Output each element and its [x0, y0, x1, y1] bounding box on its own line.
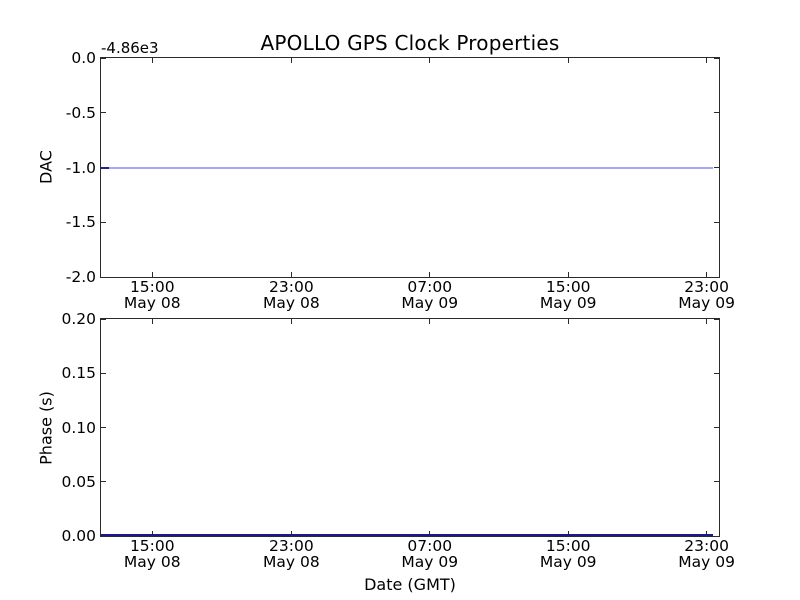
x-tick-top — [429, 319, 431, 324]
x-tick-time: 15:00 — [545, 537, 591, 555]
y-tick-label: 0.0 — [71, 49, 96, 67]
x-tick-date: May 09 — [539, 552, 597, 571]
x-tick-bottom — [290, 531, 292, 536]
x-tick-label: 15:00 May 08 — [123, 278, 181, 312]
x-tick-label: 23:00 May 08 — [262, 278, 320, 312]
dac-data-line — [101, 166, 110, 169]
y-tick-label: 0.10 — [61, 418, 96, 437]
x-tick-time: 07:00 — [407, 278, 453, 296]
x-tick-time: 07:00 — [407, 537, 453, 555]
y-tick-label: -1.0 — [65, 158, 96, 177]
y-tick-label: -0.5 — [65, 103, 96, 122]
x-tick-date: May 08 — [123, 293, 181, 312]
x-tick-bottom — [706, 272, 708, 277]
x-tick-label: 15:00 May 09 — [539, 537, 597, 571]
x-tick-bottom — [567, 531, 569, 536]
x-tick-top — [429, 58, 431, 63]
x-tick-label: 07:00 May 09 — [401, 278, 459, 312]
y-tick-left — [101, 221, 106, 223]
y-tick-right — [714, 112, 719, 114]
y-tick-left — [101, 57, 106, 59]
x-tick-time: 15:00 — [129, 537, 175, 555]
y-tick-label: 0.15 — [61, 364, 96, 383]
y-tick-left — [101, 276, 106, 278]
x-tick-top — [151, 319, 153, 324]
y-tick-label: 0.05 — [61, 472, 96, 491]
phase-line — [101, 534, 714, 536]
y-tick-left — [101, 318, 106, 320]
x-axis-label-date-gmt: Date (GMT) — [364, 575, 456, 594]
y-tick-right — [714, 535, 719, 537]
y-tick-left — [101, 112, 106, 114]
y-tick-right — [714, 221, 719, 223]
x-tick-date: May 09 — [539, 293, 597, 312]
x-tick-label: 23:00 May 09 — [678, 278, 735, 312]
y-tick-right — [714, 318, 719, 320]
x-tick-bottom — [290, 272, 292, 277]
x-tick-top — [151, 58, 153, 63]
x-tick-date: May 09 — [401, 552, 459, 571]
x-tick-top — [706, 58, 708, 63]
x-tick-bottom — [429, 531, 431, 536]
y-tick-right — [714, 427, 719, 428]
y-axis-offset-text: -4.86e3 — [101, 39, 159, 57]
x-tick-date: May 09 — [678, 293, 735, 312]
x-tick-date: May 08 — [123, 552, 181, 571]
y-tick-right — [714, 372, 719, 374]
x-tick-label: 23:00 May 08 — [262, 537, 320, 571]
y-tick-left — [101, 535, 106, 537]
x-tick-time: 23:00 — [269, 278, 314, 296]
y-tick-left — [101, 372, 106, 374]
x-tick-top — [567, 58, 569, 63]
axes-dac-plot: 0.0 -0.5 -1.0 -1.5 -2.0 15:00 May 08 23:00 May 0… — [66, 49, 735, 310]
x-tick-date: May 09 — [678, 552, 735, 571]
x-tick-date: May 08 — [262, 293, 320, 312]
x-tick-time: 15:00 — [545, 278, 591, 296]
x-tick-top — [290, 319, 292, 324]
x-tick-label: 15:00 May 08 — [123, 537, 181, 571]
x-tick-bottom — [706, 531, 708, 536]
axes-phase-plot: 0.20 0.15 0.10 0.05 0.00 15:00 May 08 23:00 May … — [61, 310, 734, 569]
y-tick-left — [101, 481, 106, 483]
x-tick-label: 07:00 May 09 — [401, 537, 459, 571]
x-tick-label: 23:00 May 09 — [678, 537, 735, 571]
x-tick-date: May 09 — [401, 293, 459, 312]
y-tick-right — [714, 276, 719, 278]
y-tick-left — [101, 427, 106, 428]
x-tick-bottom — [429, 272, 431, 277]
x-tick-bottom — [151, 272, 153, 277]
dac-fit-line — [101, 166, 714, 169]
x-tick-bottom — [567, 272, 569, 277]
y-tick-right — [714, 481, 719, 483]
x-tick-label: 15:00 May 09 — [539, 278, 597, 312]
chart-title: APOLLO GPS Clock Properties — [260, 31, 560, 55]
x-tick-bottom — [151, 531, 153, 536]
y-tick-label: -2.0 — [65, 268, 96, 286]
y-tick-label: 0.20 — [61, 310, 96, 328]
x-tick-time: 15:00 — [129, 278, 175, 296]
x-tick-date: May 08 — [262, 552, 320, 571]
x-tick-time: 23:00 — [269, 537, 314, 555]
x-tick-time: 23:00 — [684, 537, 729, 555]
y-tick-label: -1.5 — [65, 213, 96, 232]
x-tick-top — [706, 319, 708, 324]
y-tick-right — [714, 167, 719, 168]
y-tick-right — [714, 57, 719, 59]
x-tick-time: 23:00 — [684, 278, 729, 296]
x-tick-top — [567, 319, 569, 324]
y-tick-label: 0.00 — [61, 527, 96, 545]
x-tick-top — [290, 58, 292, 63]
